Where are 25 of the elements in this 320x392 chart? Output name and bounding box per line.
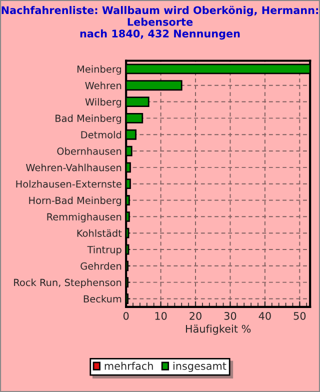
legend-label: mehrfach xyxy=(104,362,153,370)
y-tick-label: Tintrup xyxy=(87,246,122,256)
y-tick-label: Wilberg xyxy=(85,98,122,108)
y-tick-label: Remmighausen xyxy=(47,212,122,222)
chart-title: Nachfahrenliste: Wallbaum wird Oberkönig, Hermann: Lebensorte nach 1840, 432 Nennungen xyxy=(2,6,318,40)
x-tick-label: 10 xyxy=(155,312,167,320)
y-tick-label: Wehren-Vahlhausen xyxy=(26,164,122,172)
y-tick-label: Gehrden xyxy=(80,262,122,270)
y-tick-label: Obernhausen xyxy=(57,147,122,155)
y-tick-label: Holzhausen-Externste xyxy=(16,180,122,188)
x-tick-label: 0 xyxy=(123,312,129,320)
x-tick-label: 30 xyxy=(224,312,236,320)
y-tick-label: Detmold xyxy=(81,130,122,138)
y-tick-label: Beckum xyxy=(84,295,122,303)
y-tick-label: Horn-Bad Meinberg xyxy=(29,196,122,206)
x-tick-label: 20 xyxy=(190,312,202,320)
y-tick-label: Wehren xyxy=(85,82,122,90)
y-tick-label: Kohlstädt xyxy=(77,229,122,237)
y-tick-label: Rock Run, Stephenson xyxy=(14,278,122,288)
y-tick-label: Bad Meinberg xyxy=(56,114,122,124)
y-tick-label: Meinberg xyxy=(77,65,122,75)
x-tick-label: 40 xyxy=(258,312,271,320)
x-axis-title: Häufigkeit % xyxy=(186,324,251,335)
x-tick-label: 50 xyxy=(294,312,306,320)
legend-label: insgesamt xyxy=(173,362,226,372)
